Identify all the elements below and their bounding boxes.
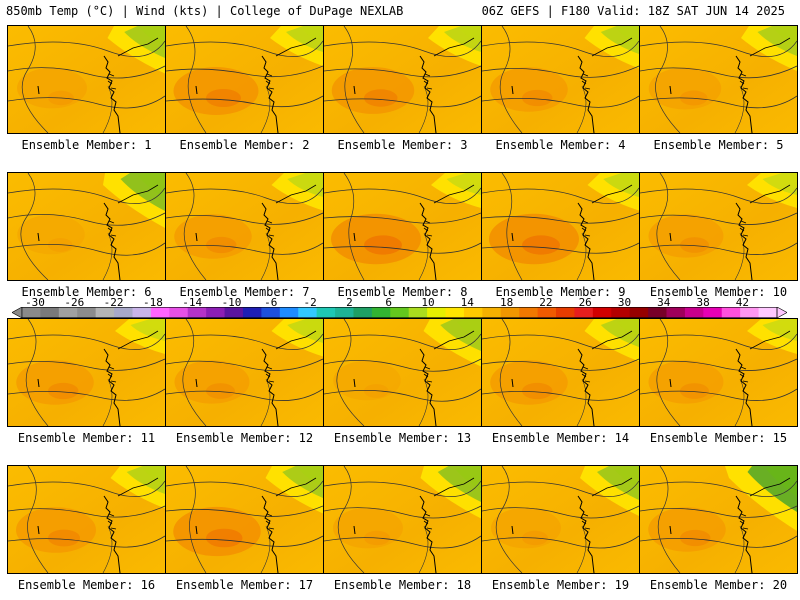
ensemble-member-map [7,172,166,281]
ensemble-member-map [165,465,324,574]
colorbar-graphic [12,307,787,318]
colorbar-tick-label: -10 [221,296,242,309]
colorbar-tick-label: -6 [264,296,278,309]
ensemble-member-map [639,25,798,134]
ensemble-member-label: Ensemble Member: 13 [333,431,472,445]
ensemble-member-map [165,172,324,281]
ensemble-member-label: Ensemble Member: 9 [495,285,626,299]
ensemble-member-map [323,465,482,574]
ensemble-member-map [165,25,324,134]
ensemble-member-map [481,318,640,427]
ensemble-member-label: Ensemble Member: 20 [649,578,788,592]
colorbar-tick-label: -26 [64,296,85,309]
colorbar-tick-label: -2 [303,296,317,309]
ensemble-member-label: Ensemble Member: 1 [21,138,152,152]
ensemble-member-label: Ensemble Member: 19 [491,578,630,592]
ensemble-member-label: Ensemble Member: 4 [495,138,626,152]
colorbar-tick-label: 34 [657,296,671,309]
ensemble-member-map [7,25,166,134]
ensemble-member-label: Ensemble Member: 7 [179,285,310,299]
ensemble-member-map [323,25,482,134]
header-right-title: 06Z GEFS | F180 Valid: 18Z SAT JUN 14 20… [481,4,785,18]
ensemble-member-label: Ensemble Member: 6 [21,285,152,299]
colorbar-tick-label: -30 [25,296,45,309]
colorbar-tick-label: 14 [460,296,474,309]
ensemble-member-label: Ensemble Member: 16 [17,578,156,592]
ensemble-member-map [7,465,166,574]
colorbar-tick-label: 10 [421,296,435,309]
ensemble-member-label: Ensemble Member: 2 [179,138,310,152]
colorbar-tick-label: 30 [617,296,632,309]
ensemble-member-label: Ensemble Member: 18 [333,578,472,592]
ensemble-member-map [323,318,482,427]
colorbar-tick-label: 18 [499,296,514,309]
colorbar-tick-label: 42 [735,296,750,309]
colorbar-tick-label: 38 [696,296,710,309]
ensemble-member-map [481,465,640,574]
ensemble-member-map [323,172,482,281]
ensemble-member-map [7,318,166,427]
ensemble-member-map [165,318,324,427]
ensemble-member-map [481,25,640,134]
ensemble-member-label: Ensemble Member: 15 [649,431,788,445]
colorbar-tick-label: -18 [142,296,163,309]
ensemble-member-label: Ensemble Member: 8 [337,285,468,299]
ensemble-member-label: Ensemble Member: 3 [337,138,468,152]
ensemble-member-label: Ensemble Member: 12 [175,431,314,445]
colorbar-tick-label: 6 [385,296,392,309]
ensemble-member-map [481,172,640,281]
colorbar-tick-label: -14 [182,296,203,309]
colorbar-tick-label: 26 [578,296,592,309]
ensemble-member-label: Ensemble Member: 14 [491,431,630,445]
ensemble-member-map [639,172,798,281]
ensemble-member-label: Ensemble Member: 11 [17,431,156,445]
ensemble-member-map [639,465,798,574]
colorbar [12,307,787,318]
ensemble-member-map [639,318,798,427]
ensemble-member-label: Ensemble Member: 5 [653,138,784,152]
colorbar-tick-label: -22 [103,296,124,309]
colorbar-tick-label: 22 [539,296,553,309]
header-left-title: 850mb Temp (°C) | Wind (kts) | College o… [6,4,404,18]
ensemble-member-label: Ensemble Member: 17 [175,578,314,592]
ensemble-member-label: Ensemble Member: 10 [649,285,788,299]
colorbar-tick-label: 2 [346,296,353,309]
